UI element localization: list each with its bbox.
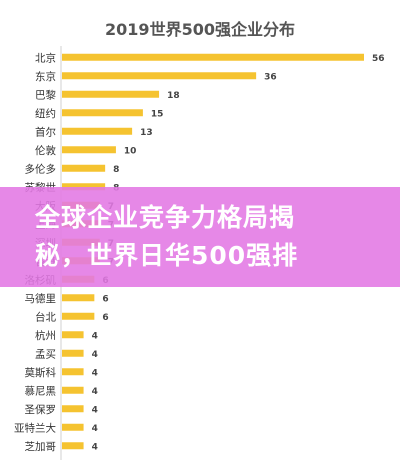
bar xyxy=(62,146,116,154)
bar xyxy=(62,127,133,135)
bar xyxy=(62,405,84,413)
data-label: 4 xyxy=(92,350,98,360)
data-label: 18 xyxy=(167,91,180,101)
category-label: 莫斯科 xyxy=(25,366,57,379)
bar xyxy=(62,423,84,431)
bar xyxy=(62,72,257,80)
bar xyxy=(62,386,84,394)
data-label: 4 xyxy=(92,331,98,341)
category-label: 巴黎 xyxy=(35,88,56,101)
data-label: 8 xyxy=(113,165,119,175)
bar xyxy=(62,368,84,376)
category-label: 孟买 xyxy=(35,348,56,360)
category-label: 伦敦 xyxy=(35,144,56,157)
category-label: 慕尼黑 xyxy=(25,384,57,397)
category-label: 北京 xyxy=(35,51,56,64)
category-label: 芝加哥 xyxy=(25,440,57,453)
title-overlay-banner: 全球企业竞争力格局揭 秘，世界日华500强排 xyxy=(0,187,400,287)
data-label: 15 xyxy=(151,109,164,119)
category-label: 圣保罗 xyxy=(25,403,57,416)
category-label: 首尔 xyxy=(35,125,56,138)
bar xyxy=(62,164,106,172)
category-label: 亚特兰大 xyxy=(14,421,56,434)
category-label: 马德里 xyxy=(25,292,57,305)
data-label: 6 xyxy=(102,313,108,323)
data-label: 4 xyxy=(92,442,98,452)
bar xyxy=(62,349,84,357)
bar xyxy=(62,312,95,320)
bar xyxy=(62,183,106,191)
bar xyxy=(62,442,84,450)
data-label: 36 xyxy=(264,72,277,82)
data-label: 56 xyxy=(372,54,385,64)
data-label: 4 xyxy=(92,424,98,434)
category-label: 台北 xyxy=(35,310,56,323)
category-label: 杭州 xyxy=(35,329,56,342)
banner-line-1: 全球企业竞争力格局揭 xyxy=(35,203,296,232)
data-label: 4 xyxy=(92,405,98,415)
category-label: 多伦多 xyxy=(25,162,57,175)
banner-line-2: 秘，世界日华500强排 xyxy=(35,241,299,270)
data-label: 13 xyxy=(140,128,153,138)
chart-title: 2019世界500强企业分布 xyxy=(105,20,295,39)
bar xyxy=(62,109,143,117)
data-label: 4 xyxy=(92,387,98,397)
bar xyxy=(62,53,364,61)
category-label: 东京 xyxy=(35,70,56,83)
bar xyxy=(62,331,84,339)
category-label: 纽约 xyxy=(35,107,56,120)
data-label: 6 xyxy=(102,294,108,304)
banner-text: 全球企业竞争力格局揭 秘，世界日华500强排 xyxy=(35,199,365,275)
bar xyxy=(62,294,95,302)
data-label: 4 xyxy=(92,368,98,378)
bar xyxy=(62,90,160,98)
data-label: 10 xyxy=(124,146,137,156)
